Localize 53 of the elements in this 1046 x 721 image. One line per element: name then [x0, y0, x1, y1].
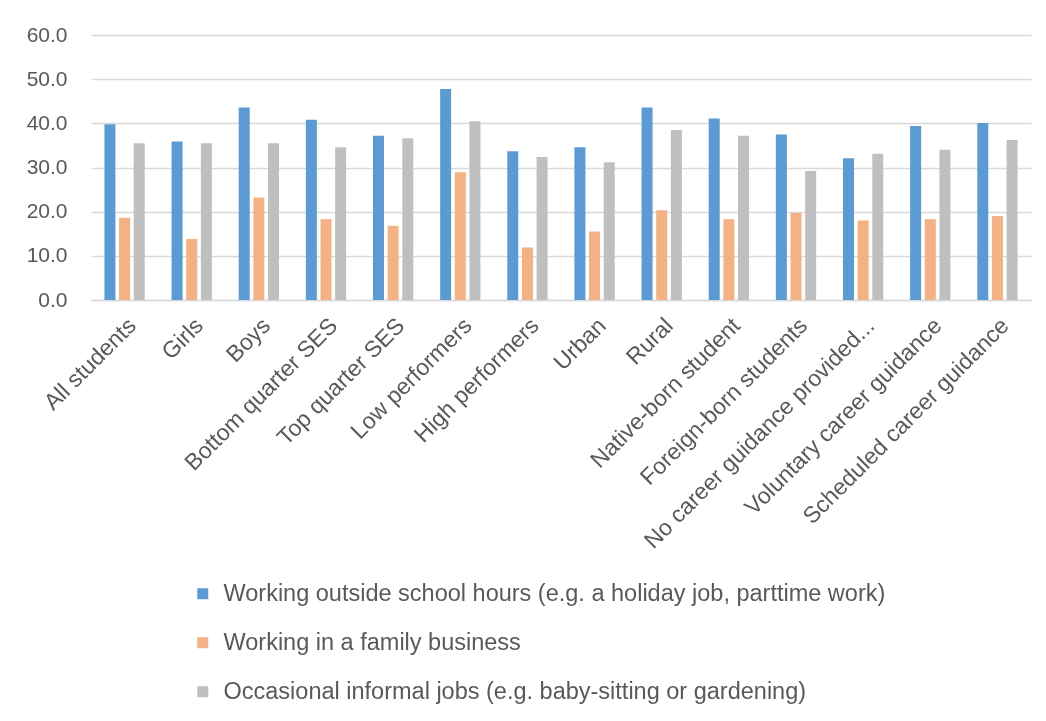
bar — [186, 239, 198, 300]
y-tick-label: 40.0 — [26, 110, 68, 134]
legend-label: Occasional informal jobs (e.g. baby-sitting or gardening) — [223, 677, 807, 704]
y-tick-label: 0.0 — [38, 287, 68, 311]
y-tick-label: 60.0 — [26, 22, 68, 46]
bar — [305, 119, 317, 300]
bar — [373, 135, 384, 300]
bar — [872, 153, 884, 300]
bar — [991, 216, 1003, 300]
bar — [977, 122, 989, 300]
bar — [723, 219, 735, 300]
bar — [268, 143, 279, 300]
bar — [910, 125, 922, 300]
bar — [440, 88, 452, 300]
bar — [119, 217, 131, 300]
bar — [238, 107, 250, 300]
bar — [402, 138, 414, 300]
bar — [454, 172, 466, 300]
bar — [775, 134, 787, 300]
bar — [805, 171, 817, 300]
bar — [521, 247, 533, 300]
bar — [387, 225, 399, 300]
bar — [1006, 140, 1018, 300]
bar — [253, 197, 265, 300]
bar — [603, 162, 615, 300]
bar — [670, 129, 682, 300]
bar — [738, 135, 749, 300]
bar — [133, 143, 145, 300]
bar — [708, 118, 720, 300]
bar — [574, 147, 586, 300]
bar — [656, 210, 668, 300]
bar — [171, 141, 183, 300]
legend-label: Working outside school hours (e.g. a holiday job, parttime work) — [223, 579, 886, 606]
y-tick-label: 10.0 — [26, 243, 68, 267]
bar — [641, 107, 653, 300]
bar — [335, 147, 347, 300]
bar — [200, 143, 212, 300]
bar — [939, 149, 951, 300]
bar — [104, 124, 116, 300]
bar — [924, 219, 936, 300]
y-tick-label: 50.0 — [26, 66, 68, 90]
y-tick-label: 30.0 — [26, 155, 68, 178]
bar — [589, 231, 601, 300]
bar — [843, 158, 854, 300]
bar — [469, 121, 481, 300]
y-tick-label: 20.0 — [26, 199, 68, 223]
legend-label: Working in a family business — [223, 628, 521, 655]
bar — [857, 220, 869, 300]
bar — [320, 219, 332, 300]
bar — [790, 212, 802, 300]
bar — [536, 156, 548, 300]
x-tick-label: Girls — [156, 312, 208, 365]
bar — [507, 151, 519, 300]
